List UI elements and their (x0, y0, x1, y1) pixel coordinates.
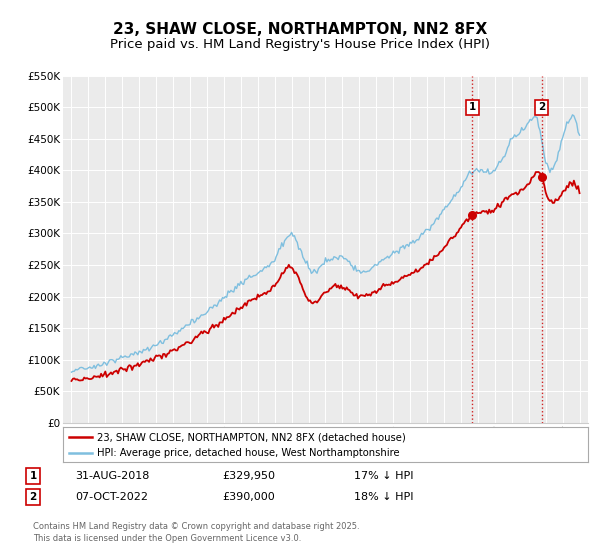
Text: 23, SHAW CLOSE, NORTHAMPTON, NN2 8FX (detached house): 23, SHAW CLOSE, NORTHAMPTON, NN2 8FX (de… (97, 432, 406, 442)
Text: 31-AUG-2018: 31-AUG-2018 (75, 471, 149, 481)
Text: 07-OCT-2022: 07-OCT-2022 (75, 492, 148, 502)
Text: 1: 1 (29, 471, 37, 481)
Text: 2: 2 (29, 492, 37, 502)
Text: 1: 1 (469, 102, 476, 112)
Text: HPI: Average price, detached house, West Northamptonshire: HPI: Average price, detached house, West… (97, 449, 400, 458)
Text: 18% ↓ HPI: 18% ↓ HPI (354, 492, 413, 502)
Text: £390,000: £390,000 (222, 492, 275, 502)
Text: Price paid vs. HM Land Registry's House Price Index (HPI): Price paid vs. HM Land Registry's House … (110, 38, 490, 52)
Text: Contains HM Land Registry data © Crown copyright and database right 2025.
This d: Contains HM Land Registry data © Crown c… (33, 522, 359, 543)
Text: £329,950: £329,950 (222, 471, 275, 481)
Text: 23, SHAW CLOSE, NORTHAMPTON, NN2 8FX: 23, SHAW CLOSE, NORTHAMPTON, NN2 8FX (113, 22, 487, 36)
Text: 17% ↓ HPI: 17% ↓ HPI (354, 471, 413, 481)
Text: 2: 2 (538, 102, 545, 112)
